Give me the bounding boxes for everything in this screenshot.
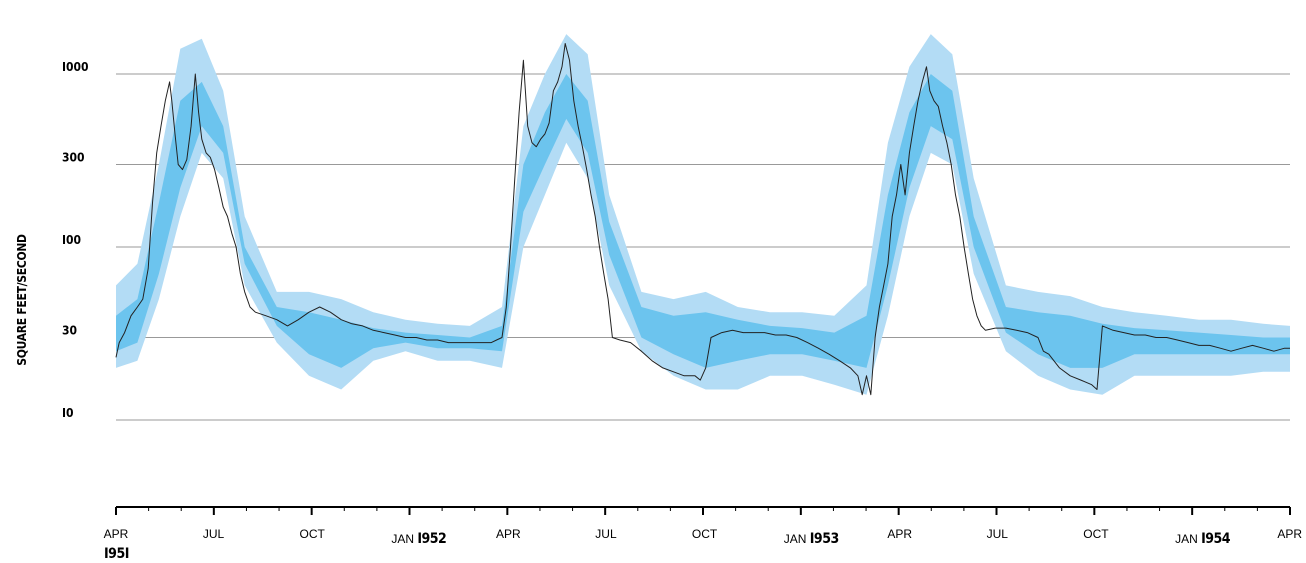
y-axis-title: SQUARE FEET/SECOND [15,234,29,366]
x-month-label-0: APR [104,527,129,541]
y-tick-label-1: 300 [62,150,85,164]
x-month-label-10: OCT [1083,527,1109,541]
x-month-label-5: JUL [595,527,617,541]
x-month-label-2: OCT [300,527,326,541]
x-month-label-7: JAN [784,532,810,546]
x-month-label-3: JAN [391,532,417,546]
observed-flow-line [115,43,1290,396]
x-tick-label-3: JAN I952 [391,531,446,547]
x-tick-label-7: JAN I953 [784,531,839,547]
range-bands [116,34,1290,395]
x-axis-labels: APR I95I JUL OCT JAN I952 APR JUL OCT JAN I953 AP… [104,527,1303,562]
x-month-label-12: APR [1277,527,1302,541]
x-month-label-4: APR [496,527,521,541]
inner-range-band [116,74,1290,368]
x-year-label-3: I952 [417,531,446,547]
x-year-label-0: I95I [104,546,129,562]
y-axis-labels: I000 300 I00 30 I0 [62,60,89,420]
x-month-label-8: APR [887,527,912,541]
y-tick-label-4: I0 [62,406,74,420]
x-month-label-11: JAN [1175,532,1201,546]
y-tick-label-0: I000 [62,60,89,74]
y-tick-label-3: 30 [62,323,77,337]
x-month-label-6: OCT [692,527,718,541]
flow-line [115,43,1290,396]
x-axis-ticks [115,507,1291,515]
x-tick-label-11: JAN I954 [1175,531,1231,547]
x-year-label-7: I953 [810,531,839,547]
x-month-label-1: JUL [203,527,225,541]
x-year-label-11: I954 [1201,531,1231,547]
x-month-label-9: JUL [987,527,1009,541]
y-tick-label-2: I00 [62,233,81,247]
